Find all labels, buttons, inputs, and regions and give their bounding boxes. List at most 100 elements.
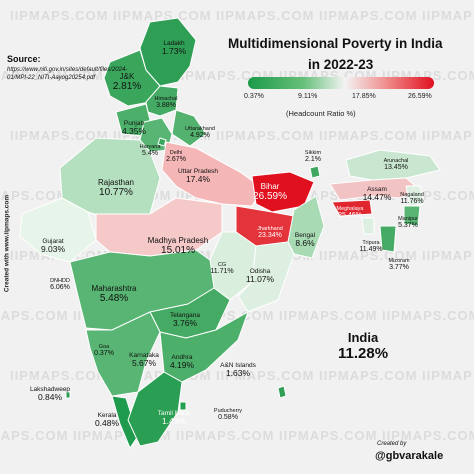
state-value-uttarakhand: 4.92% (190, 132, 210, 140)
state-value-bengal: 8.6% (295, 238, 315, 249)
state-name-madhya-pradesh: Madhya Pradesh (147, 236, 209, 245)
state-value-nagaland: 11.76% (400, 198, 424, 206)
national-summary: India 11.28% (338, 330, 388, 362)
state-value-cg: 11.71% (210, 268, 234, 276)
state-label-tamil-nadu: Tamil Nadu 1.43% (158, 410, 191, 427)
state-value-j-k: 2.81% (112, 81, 142, 93)
state-label-rajasthan: Rajasthan 10.77% (98, 178, 134, 199)
region-madhya-pradesh (95, 197, 223, 257)
region-mizoram (379, 225, 397, 253)
side-credit: Created with www.iipmaps.com (2, 170, 12, 320)
state-name-nagaland: Nagaland (400, 192, 424, 198)
state-label-j-k: J&K 2.81% (113, 72, 141, 93)
state-value-delhi: 2.67% (166, 156, 186, 164)
state-name-telangana: Telangana (170, 312, 200, 319)
author-handle: @gbvarakale (375, 450, 444, 462)
region-tripura (361, 217, 375, 235)
state-name-puducherry: Puducherry (213, 408, 243, 414)
state-label-himachal: Himachal 3.88% (155, 96, 178, 110)
map-title: Multidimensional Poverty in India in 202… (228, 33, 468, 75)
national-name: India (347, 330, 379, 345)
state-name-kerala: Kerala (97, 412, 117, 419)
legend-color-bar (248, 77, 434, 89)
state-value-madhya-pradesh: 15.01% (161, 245, 195, 257)
state-value-lakshadweep: 0.84% (37, 392, 63, 403)
state-value-karnataka: 5.67% (131, 358, 157, 369)
state-label-jharkhand: Jharkhand 23.34% (257, 226, 283, 240)
state-value-andhra: 4.19% (169, 360, 195, 371)
state-label-arunachal: Arunachal 13.45% (384, 158, 409, 172)
legend-tick-1: 9.11% (298, 93, 318, 100)
state-label-lakshadweep: Lakshadweep 0.84% (30, 386, 70, 403)
source-url: https://www.niti.gov.in/sites/default/fi… (7, 67, 128, 81)
state-value-jharkhand: 23.34% (258, 232, 282, 240)
region-nagaland (405, 185, 425, 207)
state-name-sikkim: Sikkim (304, 150, 322, 156)
state-label-haryana: Haryana 5.4% (140, 144, 161, 158)
state-label-uttarakhand: Uttarakhand 4.92% (185, 126, 215, 140)
state-name-cg: CG (217, 262, 227, 268)
region-andhra (159, 311, 249, 383)
state-label-manipur: Manipur 5.37% (398, 216, 418, 230)
state-label-nagaland: Nagaland 11.76% (400, 192, 424, 206)
state-name-tripura: Tripura (362, 240, 380, 246)
state-label-karnataka: Karnataka 5.67% (129, 352, 159, 369)
state-value-a-n-islands: 1.63% (225, 368, 251, 379)
state-label-andhra: Andhra 4.19% (170, 354, 194, 371)
legend-caption: (Headcount Ratio %) (286, 109, 356, 118)
state-name-j-k: J&K (119, 72, 135, 81)
state-name-karnataka: Karnataka (129, 352, 159, 359)
state-name-himachal: Himachal (154, 96, 178, 102)
state-name-punjab: Punjab (123, 120, 145, 127)
region-arunachal (345, 149, 441, 181)
state-label-punjab: Punjab 4.35% (122, 120, 146, 137)
state-name-assam: Assam (367, 186, 387, 193)
state-value-assam: 14.47% (362, 192, 392, 203)
source-heading: Source: (7, 54, 41, 64)
state-value-telangana: 3.76% (172, 318, 198, 329)
state-value-goa: 0.37% (94, 350, 114, 358)
state-value-tripura: 11.49% (359, 246, 383, 254)
region-delhi (157, 137, 167, 147)
state-label-gujarat: Gujarat 9.03% (41, 238, 65, 255)
state-label-tripura: Tripura 11.49% (359, 240, 382, 254)
state-label-madhya-pradesh: Madhya Pradesh 15.01% (148, 236, 208, 257)
region-uttar-pradesh (161, 141, 263, 207)
state-label-delhi: Delhi 2.67% (166, 150, 186, 164)
state-label-cg: CG 11.71% (210, 262, 233, 276)
state-label-maharashtra: Maharashtra 5.48% (92, 284, 137, 305)
state-name-uttar-pradesh: Uttar Pradesh (177, 168, 219, 175)
state-name-ladakh: Ladakh (163, 40, 185, 47)
state-label-bihar: Bihar 26.59% (253, 182, 287, 203)
region-puducherry (179, 401, 187, 411)
legend-tick-3: 26.59% (408, 93, 432, 100)
state-name-uttarakhand: Uttarakhand (185, 126, 215, 132)
legend-tick-2: 17.85% (352, 93, 376, 100)
state-value-arunachal: 13.45% (384, 164, 408, 172)
state-name-a-n-islands: A&N Islands (220, 362, 256, 369)
state-label-a-n-islands: A&N Islands 1.63% (220, 362, 256, 379)
state-label-dnhdd: DNHDD 6.06% (50, 278, 70, 292)
state-name-delhi: Delhi (169, 150, 183, 156)
state-name-bengal: Bengal (294, 232, 316, 239)
state-name-haryana: Haryana (139, 144, 161, 150)
state-name-bihar: Bihar (260, 182, 280, 191)
state-name-andhra: Andhra (171, 354, 193, 361)
side-credit-text: Created with www.iipmaps.com (3, 194, 11, 293)
state-value-sikkim: 2.1% (305, 156, 321, 164)
state-label-ladakh: Ladakh 1.73% (162, 40, 186, 57)
region-gujarat (19, 197, 97, 263)
state-label-sikkim: Sikkim 2.1% (305, 150, 321, 164)
state-label-assam: Assam 14.47% (363, 186, 392, 203)
state-value-haryana: 5.4% (142, 150, 158, 158)
state-value-gujarat: 9.03% (40, 244, 66, 255)
national-value: 11.28% (338, 345, 389, 362)
state-name-maharashtra: Maharashtra (91, 284, 137, 293)
state-name-mizoram: Mizoram (388, 258, 410, 264)
state-name-rajasthan: Rajasthan (97, 178, 135, 187)
state-name-lakshadweep: Lakshadweep (29, 386, 71, 393)
state-label-bengal: Bengal 8.6% (295, 232, 315, 249)
region-meghalaya (331, 199, 373, 217)
